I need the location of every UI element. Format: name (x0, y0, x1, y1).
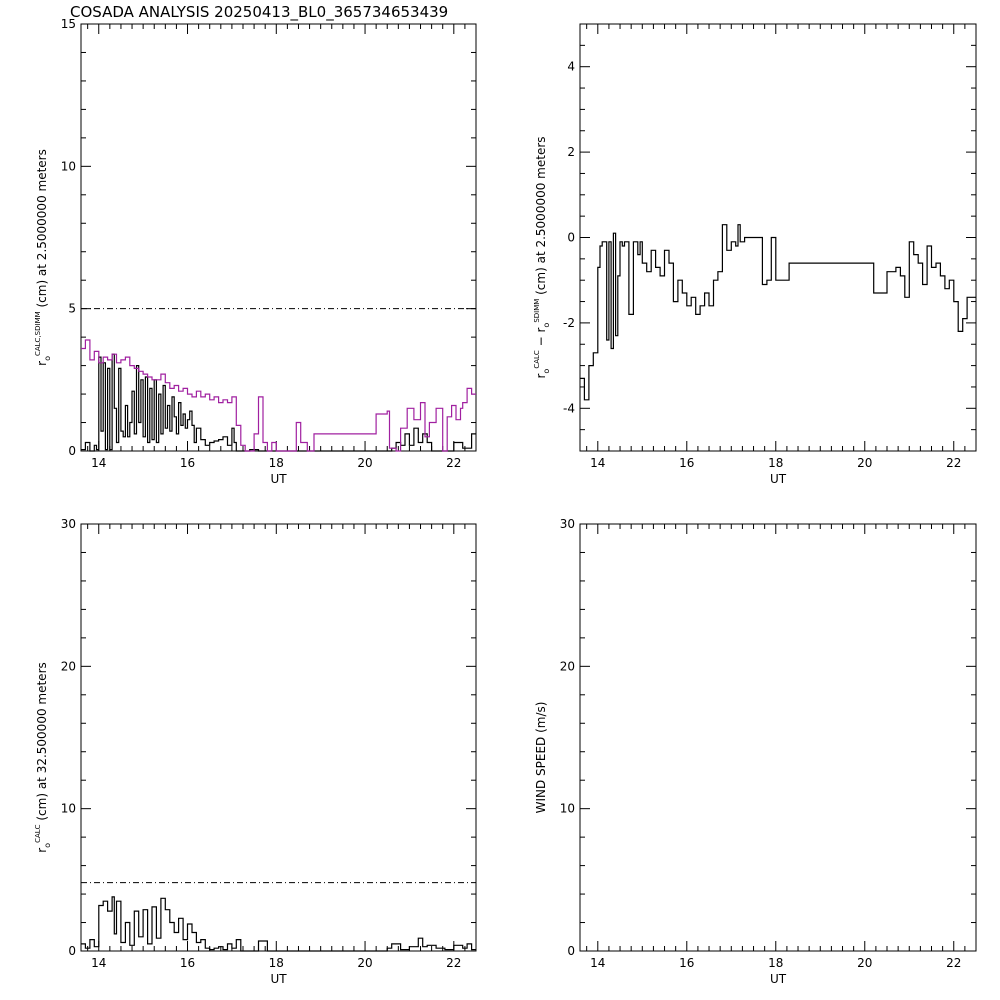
y-axis-label-part: (cm) at 2.5000000 meters (35, 149, 49, 311)
y-axis-label-part: o (542, 369, 551, 374)
y-tick-label: 5 (68, 302, 76, 316)
x-tick-label: 18 (768, 956, 783, 970)
y-axis-label-part: − r (534, 328, 548, 351)
y-axis-label-part: r (534, 374, 548, 379)
y-tick-label: 0 (567, 231, 575, 245)
x-tick-label: 14 (590, 456, 605, 470)
y-axis-label-part: CALC,SDIMM (34, 311, 42, 356)
x-tick-label: 22 (946, 956, 961, 970)
y-axis-label-part: SDIMM (533, 299, 541, 323)
series-line-1 (81, 339, 476, 452)
x-axis-label: UT (770, 972, 787, 986)
series-line-0 (81, 353, 476, 452)
y-tick-label: -2 (563, 316, 575, 330)
plot-frame (80, 23, 477, 452)
y-axis-label-part: CALC (533, 350, 541, 369)
x-tick-label: 20 (357, 456, 372, 470)
x-tick-label: 18 (768, 456, 783, 470)
plot-frame (579, 523, 977, 952)
x-tick-label: 18 (269, 956, 284, 970)
y-tick-label: 30 (61, 517, 76, 531)
y-axis-label-part: o (43, 356, 52, 361)
y-axis-label-part: o (542, 323, 551, 328)
x-tick-label: 22 (446, 456, 461, 470)
y-tick-label: -4 (563, 401, 575, 415)
y-axis-label-part: (cm) at 32.500000 meters (35, 662, 49, 824)
x-axis-label: UT (270, 972, 287, 986)
y-axis-label-part: r (35, 848, 49, 853)
y-axis-label-part: (cm) at 2.5000000 meters (534, 136, 548, 298)
x-tick-label: 14 (91, 456, 106, 470)
panel-bottom-left: 14 16 18 20 22 0 10 20 30 UT roCALC (cm) at 32.500… (34, 517, 477, 986)
y-tick-label: 10 (61, 159, 76, 173)
y-tick-label: 10 (560, 802, 575, 816)
x-tick-label: 18 (269, 456, 284, 470)
plot-frame (80, 523, 477, 952)
y-tick-label: 10 (61, 802, 76, 816)
figure-title: COSADA ANALYSIS 20250413_BL0_36573465343… (70, 3, 448, 22)
x-tick-label: 14 (91, 956, 106, 970)
x-tick-label: 16 (180, 456, 195, 470)
y-tick-label: 0 (68, 944, 76, 958)
y-tick-label: 2 (567, 145, 575, 159)
y-tick-label: 0 (567, 944, 575, 958)
y-axis-label-part: o (43, 843, 52, 848)
y-axis-label: roCALC (cm) at 32.500000 meters (34, 662, 52, 853)
y-axis-label: roCALC − roSDIMM (cm) at 2.5000000 meter… (533, 136, 551, 378)
plot-frame (579, 23, 977, 452)
x-tick-label: 16 (180, 956, 195, 970)
y-tick-label: 15 (61, 17, 76, 31)
x-tick-label: 20 (357, 956, 372, 970)
y-tick-label: 4 (567, 60, 575, 74)
y-axis-label: WIND SPEED (m/s) (534, 702, 548, 814)
x-tick-label: 20 (857, 456, 872, 470)
y-axis-label-part: r (35, 361, 49, 366)
x-tick-label: 22 (446, 956, 461, 970)
series-line-0 (81, 896, 476, 952)
x-axis-label: UT (270, 472, 287, 486)
x-tick-label: 14 (590, 956, 605, 970)
panel-top-left: 14 16 18 20 22 0 5 10 15 UT roCALC,SDIMM (cm) at 2… (34, 17, 477, 486)
y-axis-label: roCALC,SDIMM (cm) at 2.5000000 meters (34, 149, 52, 366)
x-tick-label: 16 (679, 456, 694, 470)
y-axis-label-part: CALC (34, 824, 42, 843)
y-tick-label: 20 (61, 659, 76, 673)
x-tick-label: 16 (679, 956, 694, 970)
panel-bottom-right: 14 16 18 20 22 0 10 20 30 UT WIND SPEED (m/s) (534, 517, 977, 986)
y-tick-label: 20 (560, 659, 575, 673)
x-axis-label: UT (770, 472, 787, 486)
series-line-0 (580, 224, 976, 401)
y-tick-label: 30 (560, 517, 575, 531)
x-tick-label: 22 (946, 456, 961, 470)
y-tick-label: 0 (68, 444, 76, 458)
x-tick-label: 20 (857, 956, 872, 970)
